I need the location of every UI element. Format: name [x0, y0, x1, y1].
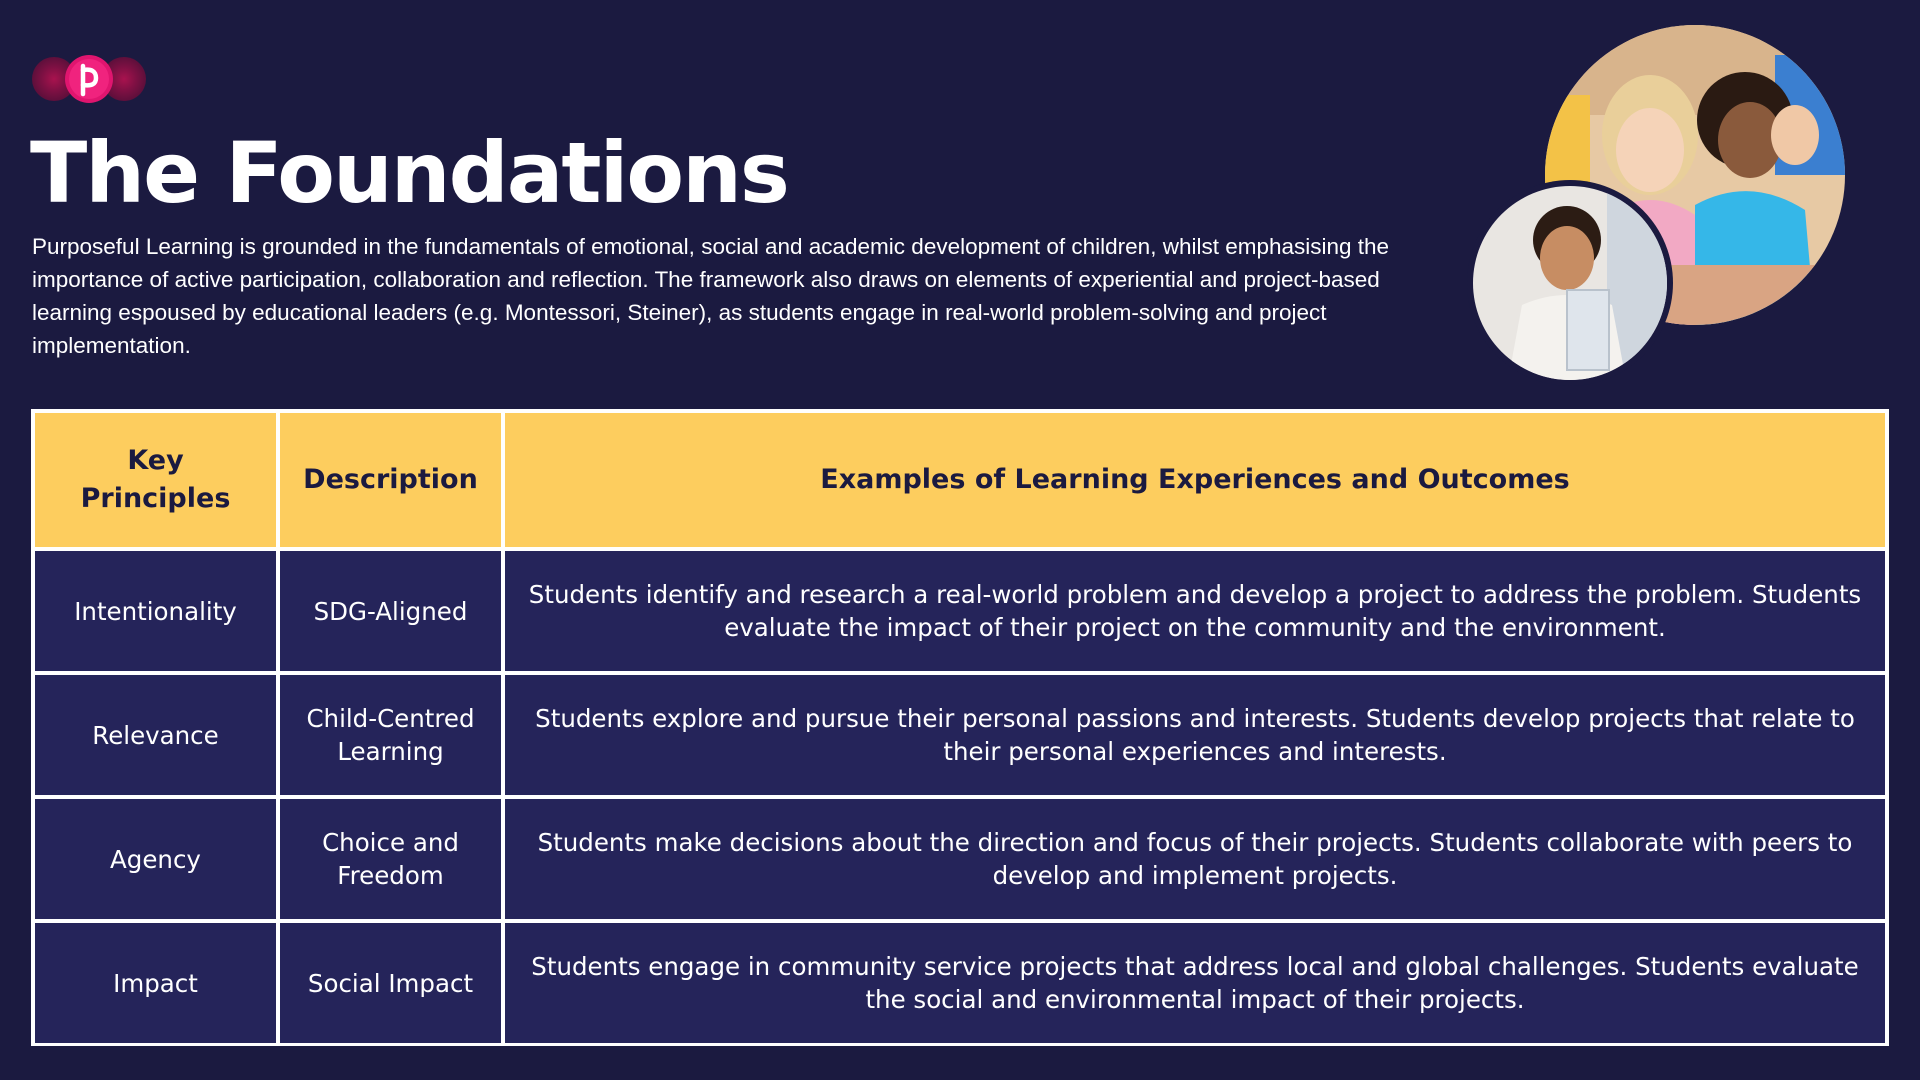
- intro-paragraph: Purposeful Learning is grounded in the f…: [32, 234, 1390, 358]
- table-header-row: Key Principles Description Examples of L…: [35, 413, 1885, 547]
- examples-cell: Students identify and research a real-wo…: [505, 551, 1885, 671]
- principle-cell: Impact: [35, 923, 276, 1043]
- tp-logo-icon: [32, 55, 146, 103]
- principles-table: Key Principles Description Examples of L…: [31, 409, 1889, 1047]
- description-cell: SDG-Aligned: [280, 551, 501, 671]
- header-examples: Examples of Learning Experiences and Out…: [505, 413, 1885, 547]
- children-audience-photo: [1545, 25, 1845, 325]
- description-cell: Choice and Freedom: [280, 799, 501, 919]
- boy-holding-paper-photo: [1467, 180, 1673, 386]
- principles-table-container: Key Principles Description Examples of L…: [31, 409, 1889, 1046]
- examples-cell: Students engage in community service pro…: [505, 923, 1885, 1043]
- table-row: Relevance Child-Centred Learning Student…: [35, 675, 1885, 795]
- description-cell: Social Impact: [280, 923, 501, 1043]
- examples-cell: Students explore and pursue their person…: [505, 675, 1885, 795]
- description-cell: Child-Centred Learning: [280, 675, 501, 795]
- examples-cell: Students make decisions about the direct…: [505, 799, 1885, 919]
- table-row: Impact Social Impact Students engage in …: [35, 923, 1885, 1043]
- page-title: The Foundations: [30, 124, 790, 222]
- table-row: Agency Choice and Freedom Students make …: [35, 799, 1885, 919]
- header-description: Description: [280, 413, 501, 547]
- principle-cell: Relevance: [35, 675, 276, 795]
- principle-cell: Intentionality: [35, 551, 276, 671]
- header-key-principles: Key Principles: [35, 413, 276, 547]
- table-row: Intentionality SDG-Aligned Students iden…: [35, 551, 1885, 671]
- principle-cell: Agency: [35, 799, 276, 919]
